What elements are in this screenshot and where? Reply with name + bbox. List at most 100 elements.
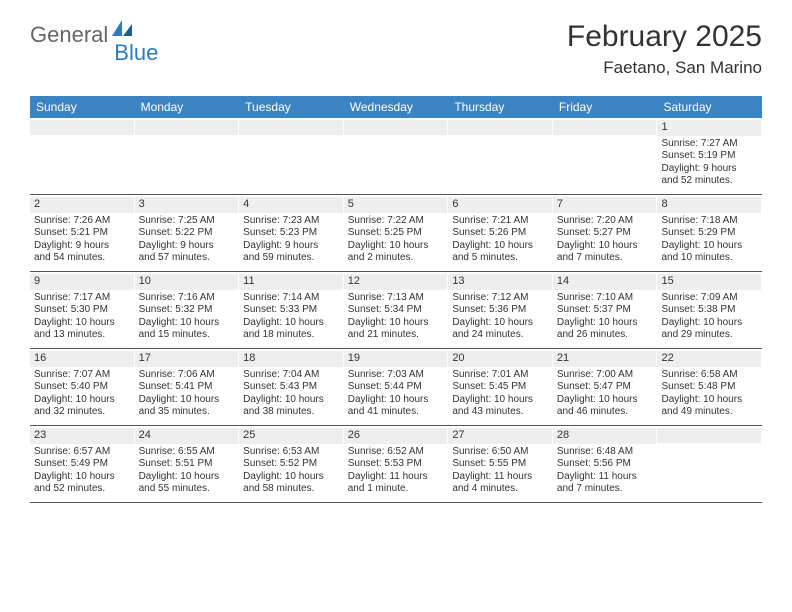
day-cell: 18Sunrise: 7:04 AMSunset: 5:43 PMDayligh… <box>239 349 344 425</box>
weeks-container: 1Sunrise: 7:27 AMSunset: 5:19 PMDaylight… <box>30 118 762 503</box>
day-cell <box>239 118 344 194</box>
day-line: and 24 minutes. <box>452 329 548 342</box>
day-line: Sunset: 5:21 PM <box>34 227 130 240</box>
day-line: Sunset: 5:40 PM <box>34 381 130 394</box>
day-number: 9 <box>30 274 134 290</box>
day-cell: 1Sunrise: 7:27 AMSunset: 5:19 PMDaylight… <box>657 118 762 194</box>
header: General Blue February 2025 Faetano, San … <box>0 0 792 88</box>
day-line: Sunrise: 7:06 AM <box>139 369 235 382</box>
day-line: Sunrise: 7:27 AM <box>661 138 757 151</box>
day-number: 17 <box>135 351 239 367</box>
day-line: Daylight: 10 hours <box>139 394 235 407</box>
day-number: 6 <box>448 197 552 213</box>
day-number: 13 <box>448 274 552 290</box>
day-line: Sunrise: 7:23 AM <box>243 215 339 228</box>
day-line: Daylight: 10 hours <box>243 394 339 407</box>
day-number: 1 <box>657 120 761 136</box>
month-title: February 2025 <box>567 20 762 54</box>
day-line: Sunrise: 7:01 AM <box>452 369 548 382</box>
day-line: and 55 minutes. <box>139 483 235 496</box>
day-cell: 2Sunrise: 7:26 AMSunset: 5:21 PMDaylight… <box>30 195 135 271</box>
day-cell: 21 Sunrise: 7:00 AMSunset: 5:47 PMDayligh… <box>553 349 658 425</box>
day-line: Sunrise: 7:18 AM <box>661 215 757 228</box>
day-line: Daylight: 10 hours <box>139 317 235 330</box>
day-cell: 9Sunrise: 7:17 AMSunset: 5:30 PMDaylight… <box>30 272 135 348</box>
dayhead-saturday: Saturday <box>657 96 762 118</box>
day-cell <box>553 118 658 194</box>
day-cell: 15Sunrise: 7:09 AMSunset: 5:38 PMDayligh… <box>657 272 762 348</box>
week-row: 1Sunrise: 7:27 AMSunset: 5:19 PMDaylight… <box>30 118 762 195</box>
day-line: Sunrise: 7:14 AM <box>243 292 339 305</box>
day-number <box>448 120 552 135</box>
day-line: Daylight: 10 hours <box>557 240 653 253</box>
day-number: 21 <box>553 351 657 367</box>
day-number: 3 <box>135 197 239 213</box>
day-line: Sunset: 5:49 PM <box>34 458 130 471</box>
day-line: Sunrise: 7:13 AM <box>348 292 444 305</box>
day-line: and 35 minutes. <box>139 406 235 419</box>
week-row: 23Sunrise: 6:57 AMSunset: 5:49 PMDayligh… <box>30 426 762 503</box>
day-number: 10 <box>135 274 239 290</box>
day-line: and 7 minutes. <box>557 483 653 496</box>
day-line: and 52 minutes. <box>661 175 757 188</box>
day-cell: 24Sunrise: 6:55 AMSunset: 5:51 PMDayligh… <box>135 426 240 502</box>
day-line: Daylight: 11 hours <box>348 471 444 484</box>
day-number <box>553 120 657 135</box>
day-line: Daylight: 10 hours <box>348 240 444 253</box>
day-cell: 7Sunrise: 7:20 AMSunset: 5:27 PMDaylight… <box>553 195 658 271</box>
day-number: 12 <box>344 274 448 290</box>
day-cell: 20Sunrise: 7:01 AMSunset: 5:45 PMDayligh… <box>448 349 553 425</box>
day-number: 8 <box>657 197 761 213</box>
day-line: Sunset: 5:44 PM <box>348 381 444 394</box>
day-line: Sunset: 5:32 PM <box>139 304 235 317</box>
day-line: Daylight: 10 hours <box>243 317 339 330</box>
day-number <box>657 428 761 443</box>
day-line: Sunset: 5:47 PM <box>557 381 653 394</box>
day-line: Sunrise: 7:00 AM <box>557 369 653 382</box>
day-line: Daylight: 9 hours <box>139 240 235 253</box>
day-line: and 54 minutes. <box>34 252 130 265</box>
day-line: Sunset: 5:43 PM <box>243 381 339 394</box>
day-number: 26 <box>344 428 448 444</box>
day-line: and 5 minutes. <box>452 252 548 265</box>
day-line: Sunrise: 6:57 AM <box>34 446 130 459</box>
dayhead-wednesday: Wednesday <box>344 96 449 118</box>
week-row: 2Sunrise: 7:26 AMSunset: 5:21 PMDaylight… <box>30 195 762 272</box>
logo-sail-icon <box>112 20 134 41</box>
day-line: Sunset: 5:41 PM <box>139 381 235 394</box>
day-line: Daylight: 10 hours <box>348 394 444 407</box>
day-line: and 18 minutes. <box>243 329 339 342</box>
day-line: Sunset: 5:27 PM <box>557 227 653 240</box>
day-line: and 32 minutes. <box>34 406 130 419</box>
week-row: 16Sunrise: 7:07 AMSunset: 5:40 PMDayligh… <box>30 349 762 426</box>
day-cell: 19Sunrise: 7:03 AMSunset: 5:44 PMDayligh… <box>344 349 449 425</box>
day-number: 16 <box>30 351 134 367</box>
day-line: Sunrise: 7:17 AM <box>34 292 130 305</box>
day-line: and 29 minutes. <box>661 329 757 342</box>
day-line: Sunrise: 6:53 AM <box>243 446 339 459</box>
day-line: Sunrise: 7:09 AM <box>661 292 757 305</box>
title-block: February 2025 Faetano, San Marino <box>567 20 762 78</box>
day-number <box>135 120 239 135</box>
day-cell: 25Sunrise: 6:53 AMSunset: 5:52 PMDayligh… <box>239 426 344 502</box>
day-line: Sunset: 5:37 PM <box>557 304 653 317</box>
dayhead-sunday: Sunday <box>30 96 135 118</box>
day-line: Sunrise: 6:52 AM <box>348 446 444 459</box>
day-line: Daylight: 10 hours <box>661 317 757 330</box>
day-number: 19 <box>344 351 448 367</box>
day-line: Daylight: 10 hours <box>661 240 757 253</box>
day-line: Sunrise: 7:20 AM <box>557 215 653 228</box>
day-line: and 59 minutes. <box>243 252 339 265</box>
day-line: and 52 minutes. <box>34 483 130 496</box>
day-line: and 49 minutes. <box>661 406 757 419</box>
day-line: and 38 minutes. <box>243 406 339 419</box>
day-line: Daylight: 10 hours <box>557 394 653 407</box>
day-line: Daylight: 10 hours <box>243 471 339 484</box>
day-number: 20 <box>448 351 552 367</box>
logo-text-general: General <box>30 22 108 48</box>
day-cell <box>30 118 135 194</box>
day-cell: 14Sunrise: 7:10 AMSunset: 5:37 PMDayligh… <box>553 272 658 348</box>
logo: General Blue <box>30 20 180 49</box>
calendar: Sunday Monday Tuesday Wednesday Thursday… <box>30 96 762 503</box>
day-line: Sunset: 5:55 PM <box>452 458 548 471</box>
